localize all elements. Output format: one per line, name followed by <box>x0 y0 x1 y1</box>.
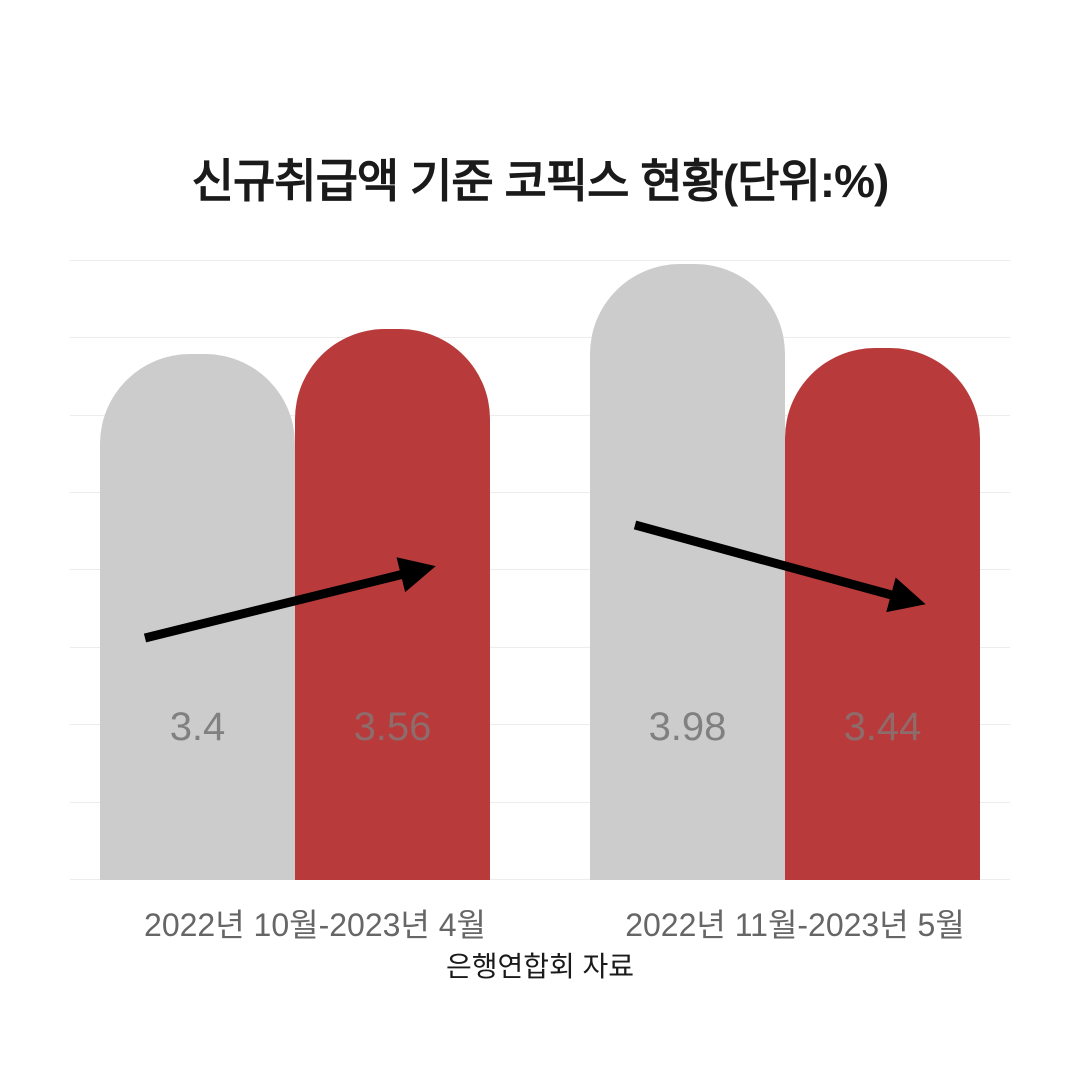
bar-value-label: 3.44 <box>785 705 980 750</box>
bar-value-label: 3.4 <box>100 705 295 750</box>
chart-container: 신규취급액 기준 코픽스 현황(단위:%) 3.43.56 2022년 10월-2… <box>0 0 1080 1080</box>
bar: 3.44 <box>785 348 980 880</box>
chart-title: 신규취급액 기준 코픽스 현황(단위:%) <box>0 145 1080 211</box>
x-axis-label: 2022년 10월-2023년 4월 <box>100 900 530 946</box>
gridline <box>70 337 1010 338</box>
gridline <box>70 260 1010 261</box>
chart-plot-area: 3.43.562022년 10월-2023년 4월3.983.442022년 1… <box>70 230 1010 880</box>
bar: 3.4 <box>100 354 295 880</box>
chart-subtitle: 은행연합회 자료 <box>0 945 1080 985</box>
bar-value-label: 3.56 <box>295 705 490 750</box>
bar-value-label: 3.98 <box>590 705 785 750</box>
bar: 3.56 <box>295 329 490 880</box>
bar: 3.98 <box>590 264 785 880</box>
x-axis-label: 2022년 11월-2023년 5월 <box>580 900 1010 946</box>
